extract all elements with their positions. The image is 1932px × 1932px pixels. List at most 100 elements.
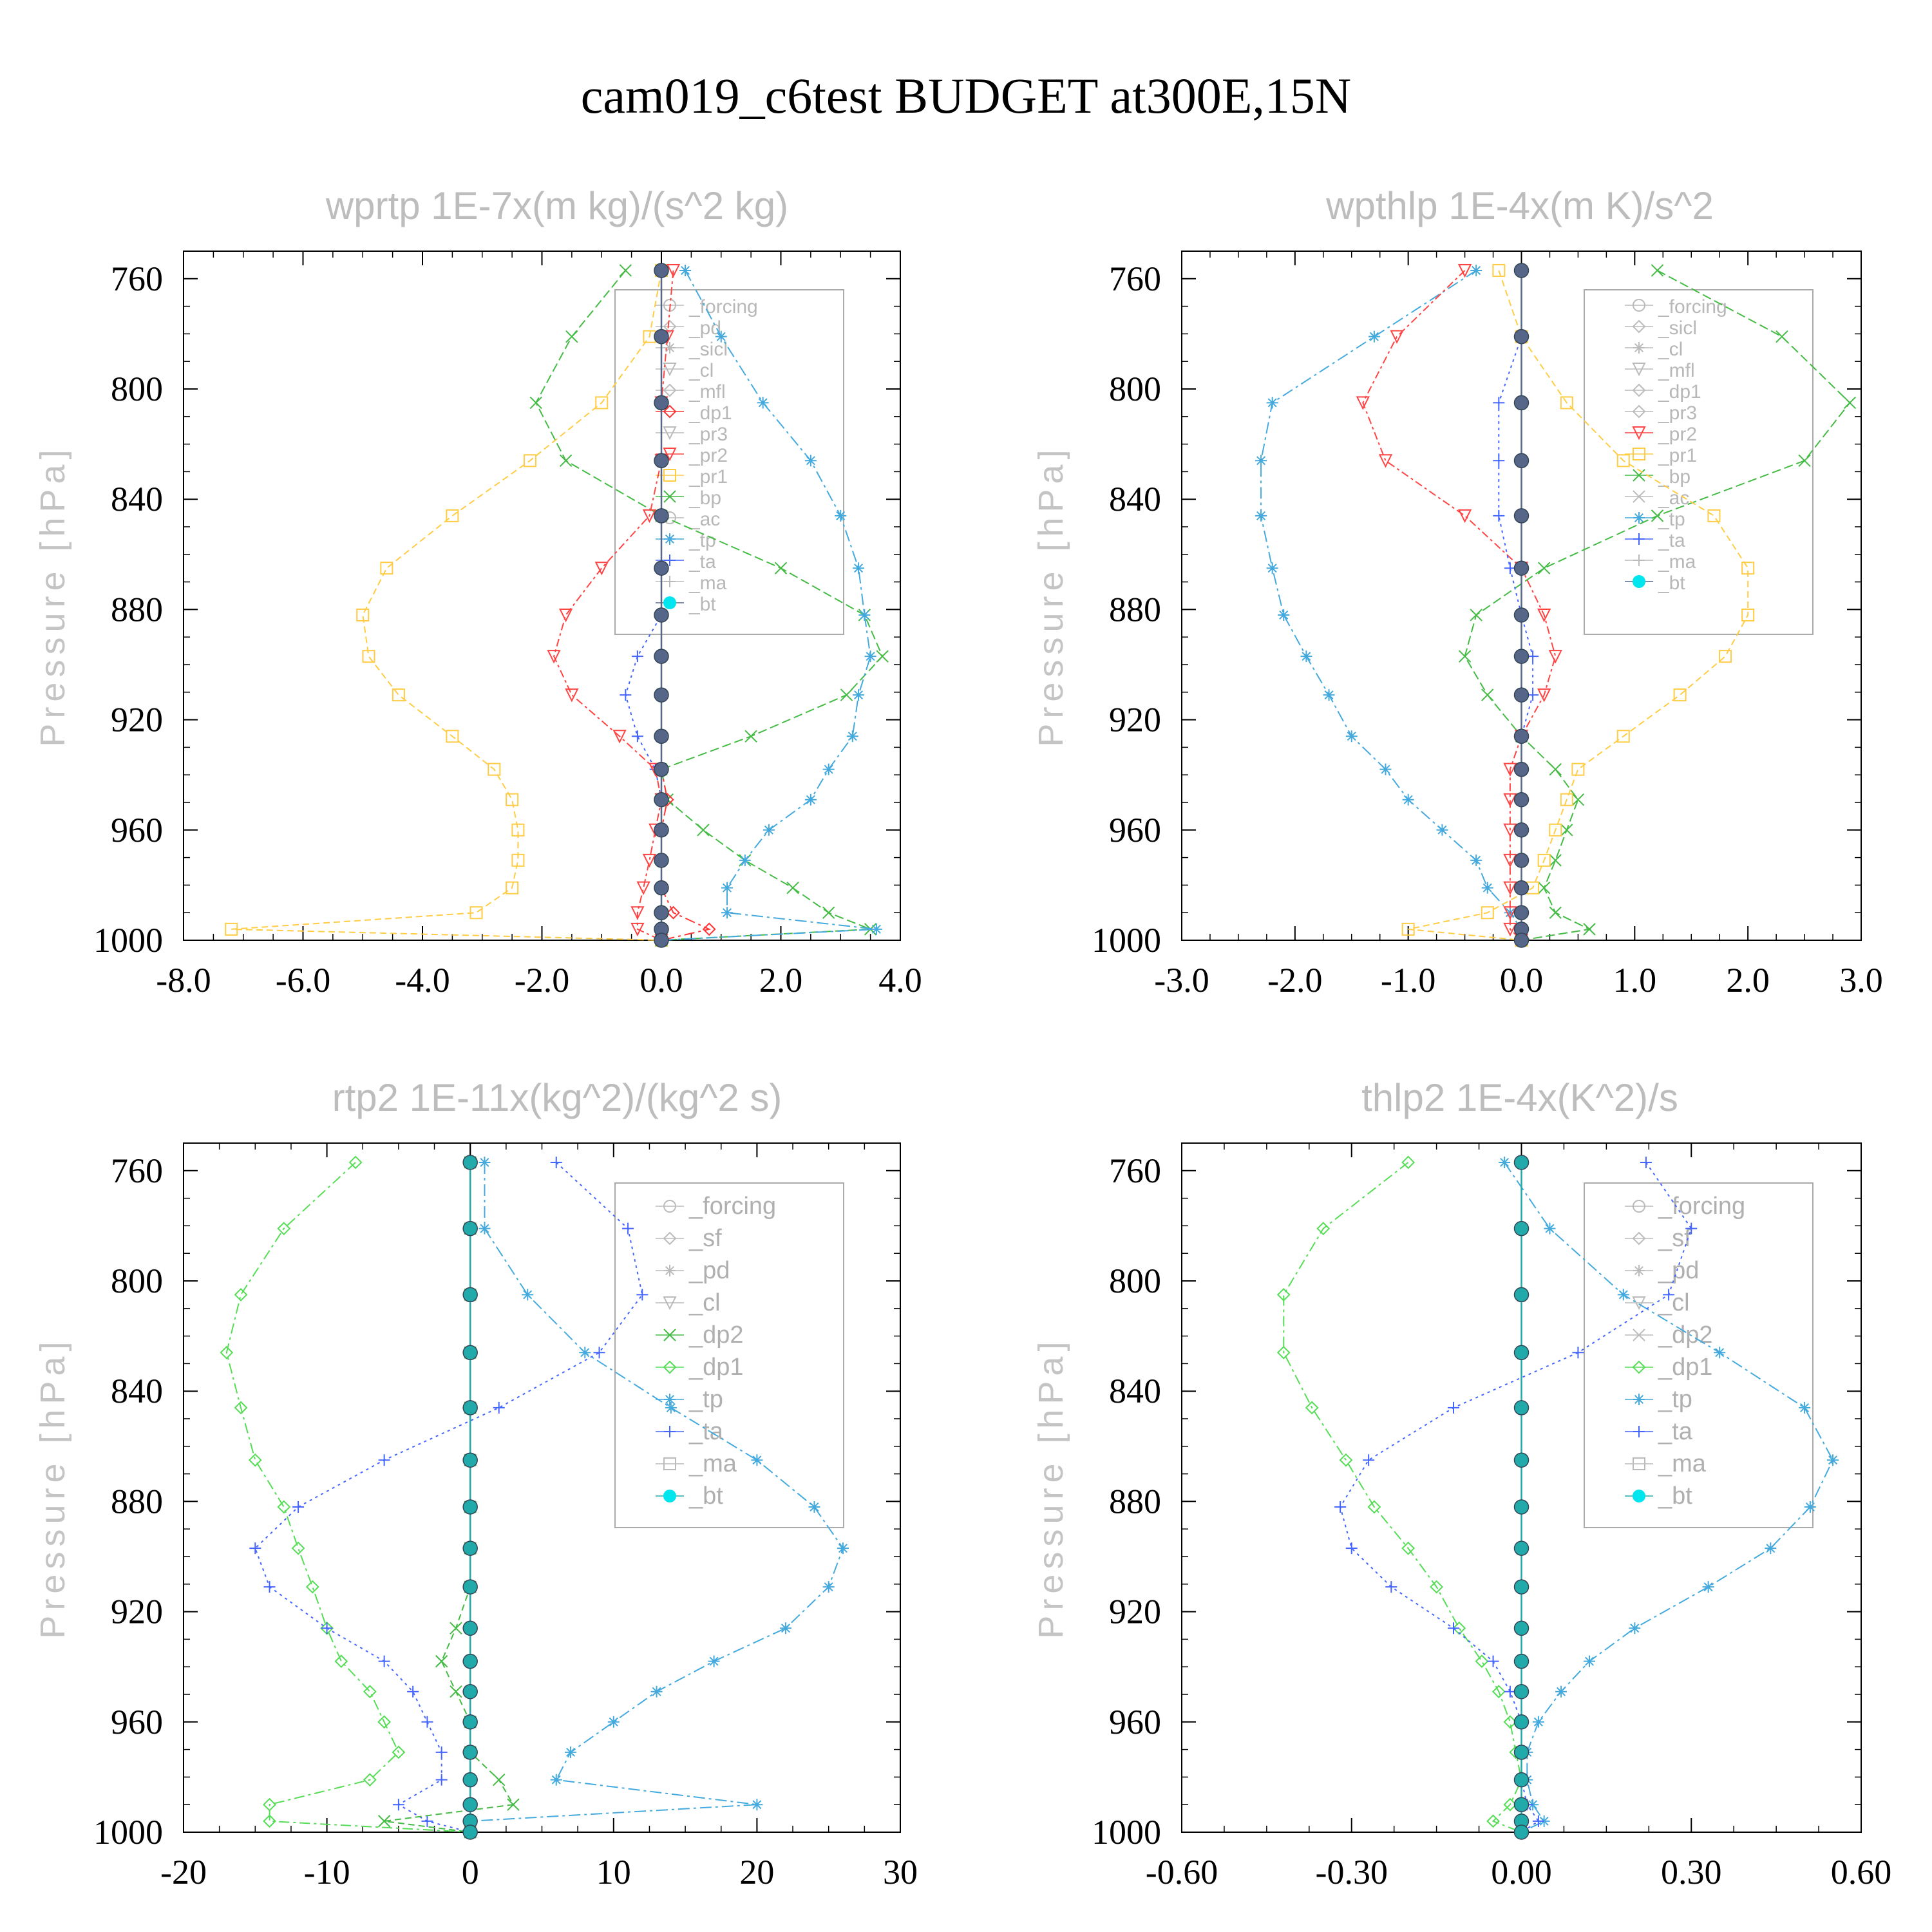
data-point	[1513, 1287, 1530, 1303]
data-point	[858, 609, 871, 621]
y-tick-label: 880	[1109, 1482, 1161, 1520]
legend-marker	[663, 596, 676, 609]
data-point	[469, 906, 483, 920]
legend-marker	[1633, 554, 1645, 566]
x-tick-label: 4.0	[878, 961, 922, 999]
data-point	[835, 509, 847, 522]
legend-marker	[663, 1360, 677, 1374]
data-point	[1560, 396, 1573, 410]
legend-entry: _ta	[1658, 1418, 1693, 1445]
data-point	[822, 1581, 835, 1593]
series-dp1	[220, 1155, 477, 1839]
series-pr1	[225, 263, 668, 947]
data-point	[1436, 824, 1448, 836]
legend-entry: _dp1	[688, 402, 732, 424]
data-point	[356, 608, 370, 621]
legend-entry: _ma	[1658, 1450, 1707, 1477]
data-point	[1470, 854, 1482, 866]
data-point	[1452, 1621, 1466, 1635]
data-point	[607, 1716, 620, 1728]
legend-marker	[664, 342, 676, 354]
data-point	[1513, 1824, 1530, 1840]
data-point	[1513, 1579, 1530, 1595]
series-line	[553, 270, 674, 941]
y-tick-label: 880	[111, 1482, 163, 1520]
legend-entry: _sf	[1658, 1225, 1691, 1252]
data-point	[1513, 395, 1530, 411]
y-tick-label: 840	[1109, 1372, 1161, 1410]
data-point	[1537, 853, 1551, 867]
data-point	[1571, 762, 1585, 776]
data-point	[1430, 1580, 1444, 1594]
data-point	[1345, 730, 1358, 743]
data-point	[837, 1542, 849, 1555]
panel-title: wprtp 1E-7x(m kg)/(s^2 kg)	[325, 184, 788, 227]
legend-box	[1584, 289, 1814, 635]
data-point	[1513, 791, 1530, 808]
data-point	[1513, 560, 1530, 576]
data-point	[1537, 688, 1551, 703]
data-point	[462, 1772, 478, 1788]
data-point	[1513, 1345, 1530, 1361]
data-point	[679, 264, 692, 276]
data-point	[1513, 453, 1530, 469]
data-point	[462, 1579, 478, 1595]
y-tick-label: 1000	[93, 1813, 163, 1852]
data-point	[1503, 1715, 1517, 1729]
data-point	[751, 1454, 763, 1466]
legend-entry: _sicl	[688, 339, 728, 360]
data-point	[488, 762, 501, 776]
x-tick-label: 0	[462, 1853, 479, 1891]
x-tick-label: 10	[596, 1853, 631, 1891]
data-point	[1401, 922, 1415, 936]
data-point	[636, 1289, 649, 1301]
data-point	[1513, 1620, 1530, 1636]
x-tick-label: -0.30	[1316, 1853, 1388, 1891]
data-point	[1276, 1287, 1291, 1302]
data-point	[1503, 823, 1517, 838]
data-point	[1481, 906, 1494, 920]
data-point	[1470, 609, 1482, 621]
data-point	[1276, 1345, 1291, 1359]
chart-panel-4: thlp2 1E-4x(K^2)/s Pressure [hPa] -0.60 -0.…	[1032, 1076, 1891, 1891]
x-tick-label: -6.0	[276, 961, 330, 999]
data-point	[421, 1716, 433, 1728]
legend: _forcing_sf_pd_cl_dp2_dp1_tp_ta_ma_bt	[614, 1182, 844, 1528]
data-point	[619, 264, 632, 277]
data-point	[1503, 906, 1517, 920]
legend-entry: _bt	[1658, 573, 1685, 594]
data-point	[654, 607, 669, 623]
legend-entry: _forcing	[688, 1193, 776, 1220]
data-point	[1402, 793, 1414, 806]
data-point	[1448, 1401, 1459, 1414]
data-point	[1345, 1542, 1358, 1555]
data-point	[462, 1452, 478, 1468]
data-point	[1503, 853, 1517, 868]
series-pr2	[547, 263, 681, 948]
data-point	[450, 1622, 462, 1634]
data-point	[853, 689, 865, 701]
series-bt	[1513, 1155, 1530, 1840]
data-point	[446, 509, 459, 522]
data-point	[1719, 650, 1732, 663]
legend-marker	[1632, 426, 1646, 440]
legend-entry: _cl	[688, 1289, 721, 1316]
data-point	[462, 1540, 478, 1556]
series-bp	[1458, 264, 1857, 947]
data-point	[1339, 1453, 1353, 1467]
legend-marker	[664, 533, 676, 545]
data-point	[654, 728, 669, 744]
x-tick-label: 3.0	[1839, 961, 1883, 999]
data-point	[1448, 1622, 1459, 1634]
data-point	[1548, 650, 1562, 664]
data-point	[1457, 263, 1472, 278]
data-point	[462, 1499, 478, 1515]
legend-marker	[663, 490, 676, 503]
data-point	[462, 1220, 478, 1236]
legend-marker	[664, 1394, 676, 1405]
data-point	[715, 330, 727, 343]
legend-entry: _pr1	[1658, 445, 1697, 466]
data-point	[1499, 1156, 1511, 1168]
y-tick-label: 800	[111, 1262, 163, 1300]
x-tick-label: -10	[304, 1853, 350, 1891]
